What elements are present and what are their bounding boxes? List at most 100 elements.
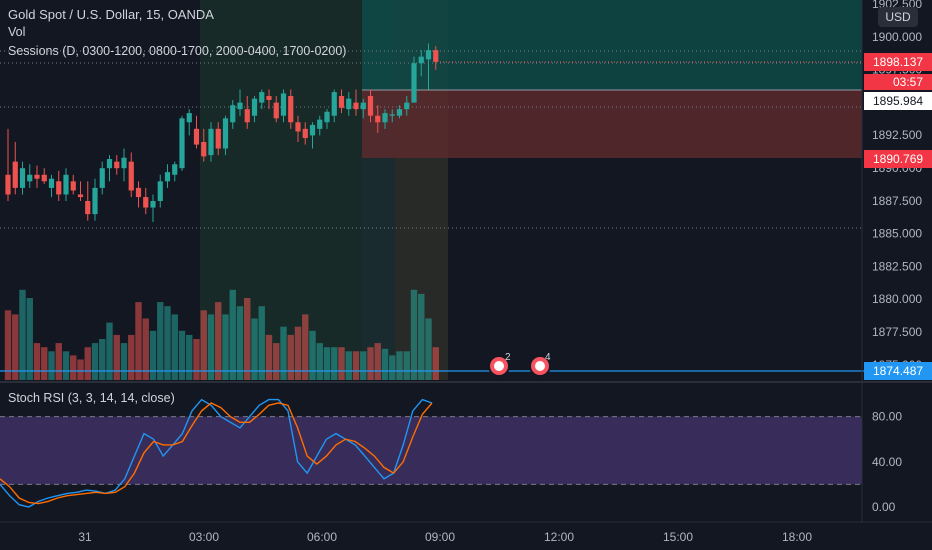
- volume-bar: [135, 302, 142, 380]
- profit-zone: [362, 0, 862, 90]
- volume-bar: [294, 326, 302, 380]
- volume-bar: [207, 314, 215, 380]
- candle-body: [85, 201, 91, 215]
- candles: [5, 43, 439, 222]
- time-tick-label: 09:00: [425, 530, 455, 544]
- volume-bar: [352, 351, 360, 380]
- candle-body: [99, 168, 105, 188]
- candle-body: [433, 50, 439, 62]
- volume-bar: [425, 318, 432, 380]
- price-tick-label: 1880.000: [872, 292, 922, 306]
- candle-body: [367, 96, 374, 116]
- stoch-rsi-pane: [0, 398, 862, 508]
- volume-bar: [186, 334, 193, 380]
- volume-bar: [84, 347, 91, 380]
- candle-body: [164, 172, 171, 182]
- candle-body: [309, 124, 316, 136]
- candle-body: [106, 159, 113, 169]
- candle-body: [404, 102, 410, 110]
- candle-body: [172, 164, 178, 175]
- us-flag-event-icon[interactable]: [529, 355, 551, 377]
- sessions-legend[interactable]: Sessions (D, 0300-1200, 0800-1700, 2000-…: [8, 44, 347, 58]
- candle-body: [230, 105, 236, 123]
- time-tick-label: 31: [78, 530, 92, 544]
- candle-body: [266, 96, 272, 100]
- us-flag-event-icon[interactable]: [488, 355, 510, 377]
- candle-body: [70, 181, 76, 191]
- reference-lines: [0, 61, 932, 372]
- candle-body: [353, 102, 359, 110]
- volume-bar: [164, 306, 171, 380]
- stoch-tick-label: 40.00: [872, 455, 902, 469]
- volume-bar: [389, 355, 396, 380]
- candle-body: [5, 174, 11, 195]
- candle-body: [411, 63, 417, 103]
- candle-body: [280, 93, 287, 116]
- volume-bar: [77, 359, 84, 380]
- volume-bar: [26, 298, 33, 380]
- session-mid-price-label: 1895.984: [864, 92, 932, 110]
- volume-bar: [374, 343, 381, 380]
- session-low-price-label: 1890.769: [864, 150, 932, 168]
- volume-bar: [12, 314, 19, 380]
- time-tick-label: 12:00: [544, 530, 574, 544]
- candle-body: [114, 161, 120, 169]
- stoch-rsi-legend[interactable]: Stoch RSI (3, 3, 14, 14, close): [8, 391, 175, 405]
- candle-body: [295, 122, 301, 132]
- candle-body: [237, 102, 243, 110]
- volume-bar: [323, 347, 331, 380]
- time-tick-label: 15:00: [663, 530, 693, 544]
- volume-bar: [215, 302, 222, 380]
- volume-bar: [99, 339, 106, 380]
- volume-bar: [381, 348, 389, 380]
- candle-body: [186, 113, 192, 123]
- volume-bar: [345, 351, 352, 380]
- candle-body: [27, 174, 33, 182]
- volume-bar: [171, 314, 178, 380]
- volume-bar: [244, 298, 251, 380]
- volume-bar: [251, 318, 258, 380]
- volume-bar: [222, 314, 229, 380]
- symbol-title[interactable]: Gold Spot / U.S. Dollar, 15, OANDA: [8, 7, 214, 22]
- candle-body: [418, 56, 424, 64]
- volume-bar: [70, 355, 77, 380]
- currency-badge[interactable]: USD: [878, 7, 918, 27]
- volume-bar: [316, 343, 323, 380]
- candle-body: [150, 201, 156, 208]
- candle-body: [121, 157, 127, 169]
- candle-body: [208, 128, 214, 156]
- volume-bar: [432, 347, 439, 380]
- volume-bar: [309, 330, 316, 380]
- candle-body: [41, 174, 47, 182]
- stoch-tick-label: 80.00: [872, 410, 902, 424]
- position-zones: [362, 0, 862, 158]
- candle-body: [157, 181, 163, 201]
- price-tick-label: 1892.500: [872, 128, 922, 142]
- candle-body: [201, 141, 207, 157]
- stoch-d-line: [0, 402, 433, 505]
- price-tick-label: 1887.500: [872, 194, 922, 208]
- candle-body: [338, 96, 345, 108]
- candle-body: [425, 50, 432, 60]
- volume-legend[interactable]: Vol: [8, 25, 26, 39]
- volume-bar: [149, 330, 157, 380]
- volume-bar: [229, 289, 236, 380]
- price-tick-label: 1882.500: [872, 259, 922, 273]
- price-tick-label: 1885.000: [872, 227, 922, 241]
- candle-body: [288, 96, 294, 123]
- candle-body: [179, 118, 185, 169]
- volume-bar: [142, 318, 149, 380]
- volume-bar: [302, 314, 309, 380]
- candle-body: [19, 168, 26, 188]
- current-price-label: 1898.137: [864, 53, 932, 71]
- volume-bar: [273, 343, 280, 380]
- candle-body: [273, 102, 279, 119]
- bar-countdown: 03:57: [864, 74, 932, 90]
- candle-body: [128, 161, 134, 191]
- stoch-tick-label: 0.00: [872, 500, 896, 514]
- volume-bar: [280, 326, 287, 380]
- volume-bar: [178, 330, 186, 380]
- price-tick-label: 1877.500: [872, 325, 922, 339]
- volume-bar: [157, 302, 164, 380]
